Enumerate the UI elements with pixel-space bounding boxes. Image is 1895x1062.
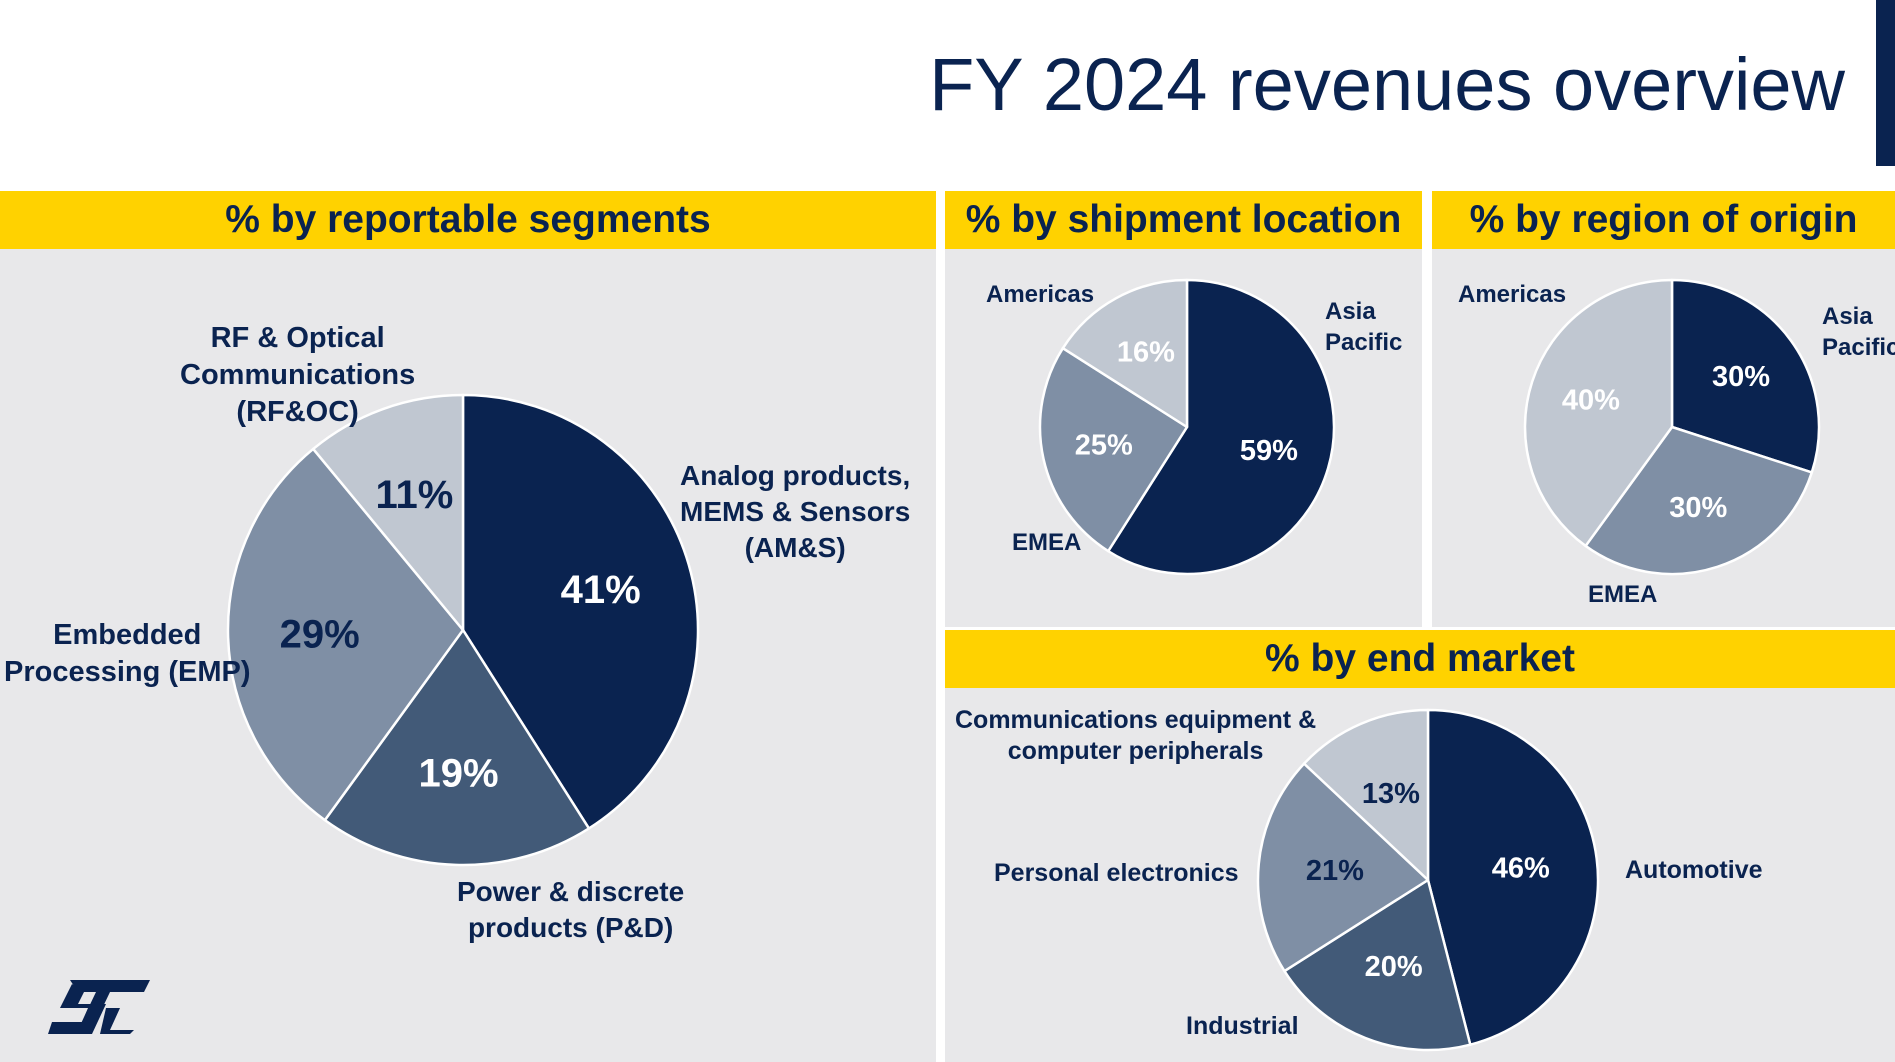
pie-slice-2 xyxy=(1038,346,1189,553)
shipment-label-emea: EMEA xyxy=(1012,529,1082,556)
pie-data-label-2: 30% xyxy=(1669,492,1727,524)
pie-slice-4 xyxy=(311,393,465,632)
label-pd: Power & discrete products (P&D) xyxy=(457,876,685,943)
pie-slice-2 xyxy=(1283,878,1472,1052)
shipment-label-asia: Asia Pacific xyxy=(1325,298,1403,356)
origin-heading: % by region of origin xyxy=(1432,191,1895,249)
pie-slice-3 xyxy=(1061,278,1189,429)
pie-data-label-1: 30% xyxy=(1712,361,1770,393)
st-logo-icon: ST xyxy=(48,980,150,1034)
shipment-label-americas: Americas xyxy=(986,281,1095,308)
end-market-label-personal: Personal electronics xyxy=(994,859,1239,887)
pie-data-label-3: 40% xyxy=(1562,385,1620,417)
end-market-label-comms: Communications equipment & computer peri… xyxy=(955,706,1317,766)
pie-data-label-2: 25% xyxy=(1075,430,1133,462)
origin-label-asia: Asia Pacific xyxy=(1822,303,1895,361)
end-market-heading: % by end market xyxy=(945,630,1895,688)
pie-slice-1 xyxy=(1670,278,1821,474)
pie-slice-1 xyxy=(1106,278,1336,576)
pie-data-label-2: 19% xyxy=(418,751,498,795)
pie-data-label-3: 16% xyxy=(1117,336,1175,368)
pie-slice-3 xyxy=(1256,762,1430,973)
pie-data-label-1: 46% xyxy=(1492,852,1550,884)
page-title: FY 2024 revenues overview xyxy=(929,43,1845,126)
origin-label-emea: EMEA xyxy=(1588,581,1658,608)
pie-data-label-4: 13% xyxy=(1362,778,1420,810)
corner-accent-bar xyxy=(1876,0,1895,166)
label-amss: Analog products, MEMS & Sensors (AM&S) xyxy=(680,460,911,563)
pie-data-label-3: 29% xyxy=(280,613,360,657)
pie-slice-4 xyxy=(1302,708,1430,882)
pie-data-label-1: 41% xyxy=(561,568,641,612)
pie-slice-1 xyxy=(1426,708,1600,1046)
pie-slice-2 xyxy=(1584,425,1814,576)
segments-heading: % by reportable segments xyxy=(0,191,936,249)
shipment-heading: % by shipment location xyxy=(945,191,1422,249)
label-emp: Embedded Processing (EMP) xyxy=(4,619,251,689)
end-market-label-industrial: Industrial xyxy=(1186,1012,1299,1040)
pie-data-label-3: 21% xyxy=(1306,855,1364,887)
pie-slice-3 xyxy=(226,447,465,822)
pie-slice-1 xyxy=(461,393,700,830)
origin-label-americas: Americas xyxy=(1458,281,1567,308)
pie-data-label-4: 11% xyxy=(375,473,453,517)
pie-slice-3 xyxy=(1523,278,1674,548)
pie-slice-2 xyxy=(323,628,591,867)
pie-data-label-2: 20% xyxy=(1365,951,1423,983)
end-market-label-automotive: Automotive xyxy=(1625,856,1763,884)
label-rfoc: RF & Optical Communications (RF&OC) xyxy=(180,322,416,429)
pie-data-label-1: 59% xyxy=(1240,435,1298,467)
